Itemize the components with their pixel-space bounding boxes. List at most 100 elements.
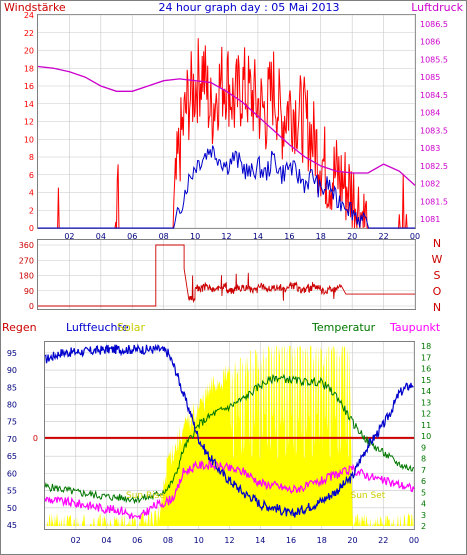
hour-tick-label: 02 — [64, 232, 74, 241]
hour-tick-label: 06 — [127, 232, 137, 241]
wind-tick-label: 0 — [29, 224, 34, 233]
temperature-tick-label: 6 — [421, 477, 426, 486]
hour-tick-label: 14 — [255, 536, 265, 545]
compass-letter: S — [434, 269, 441, 282]
humidity-tick-label: 55 — [7, 487, 17, 496]
hour-tick-label: 18 — [316, 232, 326, 241]
hour-tick-label: 08 — [159, 232, 169, 241]
hour-tick-label: 12 — [221, 232, 231, 241]
temperature-tick-label: 8 — [421, 455, 426, 464]
temperature-tick-label: 9 — [421, 443, 426, 452]
hour-tick-label: 16 — [284, 232, 294, 241]
series: 0 — [33, 343, 415, 520]
hour-tick-label: 20 — [347, 232, 357, 241]
solar-label: Solar — [117, 321, 146, 334]
wind-direction-line — [38, 244, 415, 307]
hour-ticks: 02 04 06 08 10 12 14 16 18 20 22 00 — [71, 536, 419, 545]
pressure-tick-label: 1081.5 — [420, 197, 448, 206]
wind-tick-label: 20 — [24, 47, 34, 56]
temperature-tick-label: 3 — [421, 511, 426, 520]
direction-tick-label: 0 — [29, 302, 34, 311]
temperature-tick-label: 15 — [421, 376, 431, 385]
hour-tick-label: 20 — [347, 536, 357, 545]
pressure-tick-label: 1084 — [420, 109, 440, 118]
humidity-ticks: 45 50 55 60 65 70 75 80 85 90 95 — [7, 349, 17, 530]
temperature-tick-label: 7 — [421, 466, 426, 475]
wind-tick-label: 6 — [29, 171, 34, 180]
hour-tick-label: 10 — [190, 232, 200, 241]
plot-frame — [37, 14, 416, 229]
temperature-tick-label: 11 — [421, 421, 431, 430]
direction-tick-label: 360 — [19, 241, 34, 250]
temperature-ticks: 2 3 4 5 6 7 8 9 10 11 12 13 14 15 16 17 18 — [421, 342, 431, 531]
hour-tick-label: 00 — [409, 536, 419, 545]
hour-tick-label: 12 — [224, 536, 234, 545]
hour-tick-label: 04 — [101, 536, 111, 545]
humidity-tick-label: 60 — [7, 469, 17, 478]
temperature-tick-label: 2 — [421, 522, 426, 531]
chart-title: 24 hour graph day : 05 Mai 2013 — [158, 1, 339, 14]
humidity-tick-label: 90 — [7, 366, 17, 375]
temperature-tick-label: 10 — [421, 432, 431, 441]
climate-chart: Regen Luftfeuchte Solar Temperatur Taupu… — [2, 321, 441, 545]
wind-tick-label: 14 — [24, 100, 34, 109]
pressure-tick-label: 1085.5 — [420, 55, 448, 64]
temperature-tick-label: 18 — [421, 342, 431, 351]
temperature-tick-label: 17 — [421, 353, 431, 362]
direction-tick-label: 180 — [19, 272, 34, 281]
pressure-ticks: 1081 1081.5 1082 1082.5 1083 1083.5 1084 1084.5… — [420, 20, 448, 224]
temperature-line — [44, 373, 415, 505]
wind-tick-label: 10 — [24, 135, 34, 144]
humidity-label: Luftfeuchte — [66, 321, 129, 334]
temperature-tick-label: 14 — [421, 387, 431, 396]
hour-tick-label: 22 — [378, 232, 388, 241]
rain-label: Regen — [2, 321, 37, 334]
sunrise-label: Sun Rise — [126, 491, 165, 501]
direction-tick-label: 270 — [19, 256, 34, 265]
compass-letter: W — [432, 253, 443, 266]
temperature-tick-label: 12 — [421, 410, 431, 419]
hour-tick-label: 16 — [286, 536, 296, 545]
wind-axis-title: Windstärke — [4, 1, 66, 14]
pressure-tick-label: 1081 — [420, 215, 440, 224]
rain-tick-label: 0 — [33, 434, 38, 443]
hour-tick-label: 00 — [410, 232, 420, 241]
pressure-tick-label: 1082.5 — [420, 162, 448, 171]
pressure-tick-label: 1083 — [420, 144, 440, 153]
hour-tick-label: 06 — [132, 536, 142, 545]
dewpoint-label: Taupunkt — [389, 321, 441, 334]
hour-tick-label: 18 — [317, 536, 327, 545]
plot-frame — [44, 341, 415, 530]
plot-frame — [37, 239, 416, 310]
wind-tick-label: 8 — [29, 153, 34, 162]
temperature-tick-label: 13 — [421, 398, 431, 407]
pressure-line — [37, 65, 416, 186]
temperature-tick-label: 16 — [421, 365, 431, 374]
hour-tick-label: 08 — [163, 536, 173, 545]
humidity-tick-label: 85 — [7, 383, 17, 392]
hour-tick-label: 04 — [96, 232, 106, 241]
humidity-tick-label: 65 — [7, 452, 17, 461]
wind-tick-label: 2 — [29, 206, 34, 215]
compass-letter: N — [433, 237, 441, 250]
pressure-tick-label: 1086.5 — [420, 20, 448, 29]
pressure-tick-label: 1083.5 — [420, 126, 448, 135]
pressure-tick-label: 1084.5 — [420, 91, 448, 100]
dewpoint-line — [44, 459, 415, 520]
humidity-tick-label: 80 — [7, 401, 17, 410]
pressure-tick-label: 1082 — [420, 180, 440, 189]
humidity-tick-label: 50 — [7, 504, 17, 513]
direction-ticks: 0 90 180 270 360 — [19, 241, 34, 311]
direction-tick-label: 90 — [24, 287, 34, 296]
humidity-tick-label: 75 — [7, 418, 17, 427]
wind-tick-label: 16 — [24, 82, 34, 91]
series — [38, 244, 415, 307]
humidity-line — [44, 343, 414, 518]
pressure-axis-title: Luftdruck — [411, 1, 463, 14]
hour-tick-label: 14 — [253, 232, 263, 241]
temperature-tick-label: 4 — [421, 500, 426, 509]
humidity-tick-label: 45 — [7, 521, 17, 530]
